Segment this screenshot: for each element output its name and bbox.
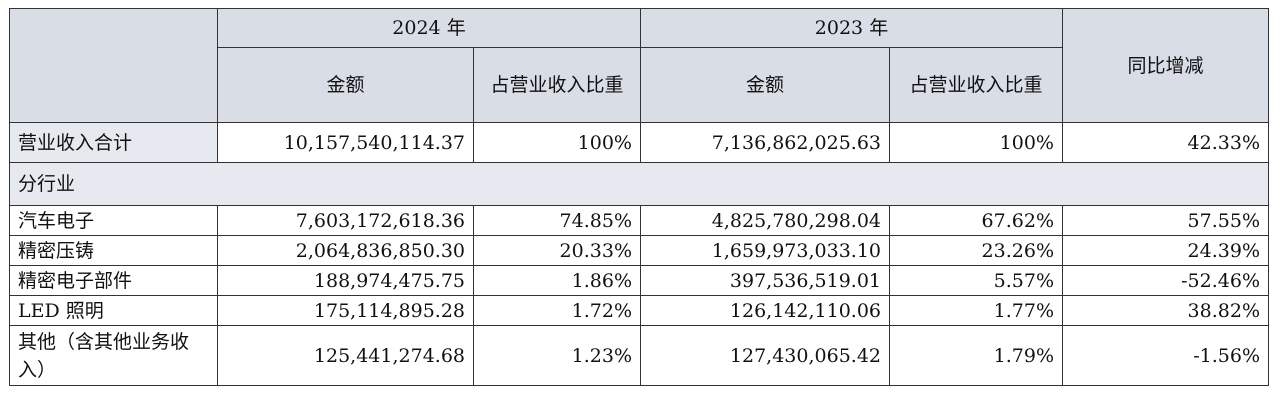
revenue-table: 2024 年 2023 年 同比增减 金额 占营业收入比重 金额 占营业收入比重… xyxy=(9,8,1269,386)
row-ratio-2023: 67.62% xyxy=(889,205,1063,236)
row-ratio-2024: 1.72% xyxy=(473,295,641,326)
row-amount-2023: 127,430,065.42 xyxy=(640,325,890,386)
header-amount-2023: 金额 xyxy=(640,47,890,123)
row-amount-2023: 126,142,110.06 xyxy=(640,295,890,326)
row-yoy: -52.46% xyxy=(1062,265,1269,296)
row-yoy: 38.82% xyxy=(1062,295,1269,326)
row-amount-2023: 1,659,973,033.10 xyxy=(640,235,890,266)
section-label: 分行业 xyxy=(9,162,1269,206)
row-label: 精密电子部件 xyxy=(9,265,218,296)
row-yoy: 57.55% xyxy=(1062,205,1269,236)
row-ratio-2024: 1.23% xyxy=(473,325,641,386)
row-ratio-2023: 1.79% xyxy=(889,325,1063,386)
row-amount-2023: 397,536,519.01 xyxy=(640,265,890,296)
header-year-2024: 2024 年 xyxy=(217,8,641,48)
total-row: 营业收入合计 10,157,540,114.37 100% 7,136,862,… xyxy=(9,122,1269,163)
row-ratio-2024: 74.85% xyxy=(473,205,641,236)
row-amount-2024: 175,114,895.28 xyxy=(217,295,474,326)
header-ratio-2023: 占营业收入比重 xyxy=(889,47,1063,123)
total-yoy: 42.33% xyxy=(1062,122,1269,163)
row-amount-2024: 2,064,836,850.30 xyxy=(217,235,474,266)
table-row: 精密电子部件 188,974,475.75 1.86% 397,536,519.… xyxy=(9,265,1269,296)
total-ratio-2023: 100% xyxy=(889,122,1063,163)
table-row: 其他（含其他业务收入） 125,441,274.68 1.23% 127,430… xyxy=(9,325,1269,386)
row-ratio-2023: 5.57% xyxy=(889,265,1063,296)
total-ratio-2024: 100% xyxy=(473,122,641,163)
total-amount-2024: 10,157,540,114.37 xyxy=(217,122,474,163)
row-label: 其他（含其他业务收入） xyxy=(9,325,218,386)
row-amount-2023: 4,825,780,298.04 xyxy=(640,205,890,236)
row-yoy: 24.39% xyxy=(1062,235,1269,266)
header-ratio-2024: 占营业收入比重 xyxy=(473,47,641,123)
row-amount-2024: 7,603,172,618.36 xyxy=(217,205,474,236)
table-row: 汽车电子 7,603,172,618.36 74.85% 4,825,780,2… xyxy=(9,205,1269,236)
total-amount-2023: 7,136,862,025.63 xyxy=(640,122,890,163)
header-yoy: 同比增减 xyxy=(1062,8,1269,123)
row-label: 汽车电子 xyxy=(9,205,218,236)
table-row: LED 照明 175,114,895.28 1.72% 126,142,110.… xyxy=(9,295,1269,326)
total-label: 营业收入合计 xyxy=(9,122,218,163)
row-label: LED 照明 xyxy=(9,295,218,326)
row-label: 精密压铸 xyxy=(9,235,218,266)
row-ratio-2024: 1.86% xyxy=(473,265,641,296)
row-ratio-2023: 1.77% xyxy=(889,295,1063,326)
row-ratio-2024: 20.33% xyxy=(473,235,641,266)
row-ratio-2023: 23.26% xyxy=(889,235,1063,266)
row-amount-2024: 188,974,475.75 xyxy=(217,265,474,296)
header-blank-cell xyxy=(9,8,218,123)
row-amount-2024: 125,441,274.68 xyxy=(217,325,474,386)
header-year-2023: 2023 年 xyxy=(640,8,1063,48)
header-amount-2024: 金额 xyxy=(217,47,474,123)
row-yoy: -1.56% xyxy=(1062,325,1269,386)
table-row: 精密压铸 2,064,836,850.30 20.33% 1,659,973,0… xyxy=(9,235,1269,266)
